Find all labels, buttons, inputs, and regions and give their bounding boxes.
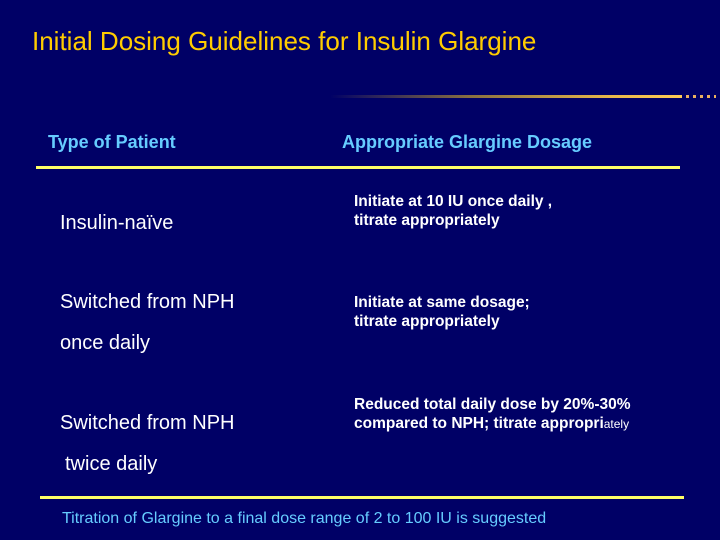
dosage-line: compared to NPH; titrate appropriately <box>354 414 631 434</box>
header-divider <box>36 166 680 169</box>
dosage-line: titrate appropriately <box>354 313 500 330</box>
patient-type-nph-twice: Switched from NPH <box>60 412 235 434</box>
footer-note: Titration of Glargine to a final dose ra… <box>62 510 547 527</box>
dosage-nph-once: Initiate at same dosage; titrate appropr… <box>354 293 530 331</box>
dosage-line-suffix: ately <box>603 417 630 431</box>
dosage-nph-twice: Reduced total daily dose by 20%-30% comp… <box>354 395 631 434</box>
dosage-line: Reduced total daily dose by 20%-30% <box>354 396 631 413</box>
dosage-line-text: compared to NPH; titrate appropri <box>354 415 604 432</box>
decorative-gradient-line <box>330 95 682 98</box>
header-type-of-patient: Type of Patient <box>48 132 176 152</box>
dosage-line: Initiate at same dosage; <box>354 294 530 311</box>
dosage-line: Initiate at 10 IU once daily , <box>354 193 553 210</box>
footer-divider <box>40 496 684 499</box>
patient-type-insulin-naive: Insulin-naïve <box>60 212 174 234</box>
header-dosage: Appropriate Glargine Dosage <box>342 132 593 152</box>
patient-type-npH-once-line2: once daily <box>60 332 151 354</box>
slide-title: Initial Dosing Guidelines for Insulin Gl… <box>32 26 537 56</box>
patient-type-npH-once: Switched from NPH <box>60 291 235 313</box>
patient-type-nph-twice-line2: twice daily <box>65 453 158 475</box>
dosage-line: titrate appropriately <box>354 212 500 229</box>
dosage-insulin-naive: Initiate at 10 IU once daily , titrate a… <box>354 192 552 230</box>
decorative-dots <box>686 95 716 98</box>
